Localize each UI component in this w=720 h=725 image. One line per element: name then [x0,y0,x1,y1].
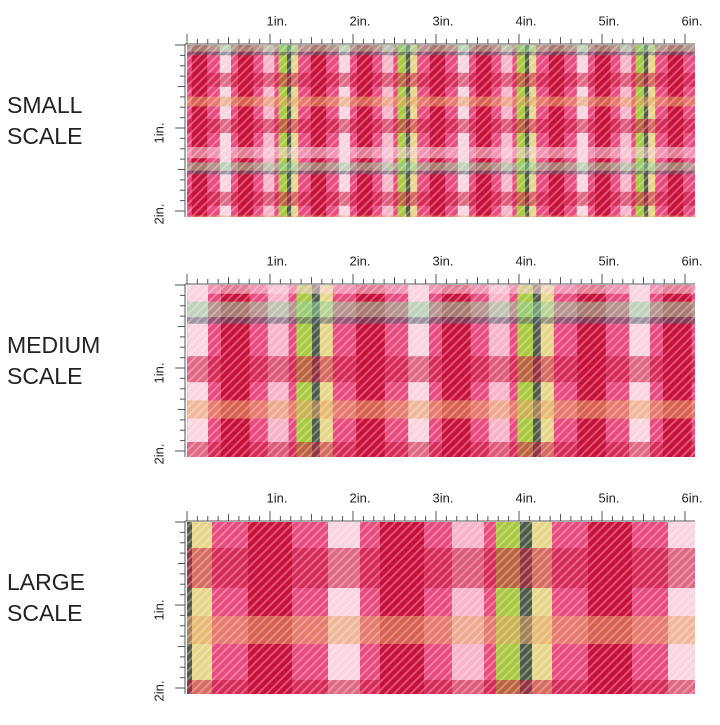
scale-label: MEDIUM [7,332,100,358]
ruler-label: 5in. [599,490,620,505]
ruler-label: 5in. [599,13,620,28]
ruler-label: 1in. [267,13,288,28]
ruler-label: 2in. [151,204,166,225]
scale-label: SCALE [7,123,82,149]
ruler-label: 1in. [151,363,166,384]
fabric-hatch [187,45,695,217]
ruler-label: 1in. [267,253,288,268]
ruler-label: 2in. [151,681,166,702]
ruler-label: 2in. [350,253,371,268]
ruler-label: 4in. [516,253,537,268]
fabric-hatch [187,522,695,694]
ruler-label: 4in. [516,13,537,28]
ruler-label: 3in. [433,13,454,28]
ruler-label: 6in. [682,490,703,505]
ruler-label: 2in. [350,490,371,505]
ruler-label: 4in. [516,490,537,505]
ruler-label: 6in. [682,13,703,28]
scale-section: MEDIUM SCALE 1in. 2in. 3in. 4in. 5in. 6in. 1in. 2… [7,253,702,464]
scale-label: SMALL [7,92,83,118]
ruler-label: 2in. [350,13,371,28]
scale-section: LARGE SCALE 1in. 2in. 3in. 4in. 5in. 6in. 1in. 2i… [7,490,702,701]
ruler-label: 6in. [682,253,703,268]
scale-label: SCALE [7,600,82,626]
ruler-label: 1in. [151,600,166,621]
ruler-label: 2in. [151,444,166,465]
scale-section: SMALL SCALE 1in. 2in. 3in. 4in. 5in. 6in. 1in. 2i… [7,13,702,224]
scale-label: SCALE [7,363,82,389]
scale-label: LARGE [7,569,85,595]
ruler-label: 3in. [433,253,454,268]
fabric-hatch [187,285,695,457]
ruler-label: 1in. [151,123,166,144]
ruler-label: 5in. [599,253,620,268]
ruler-label: 3in. [433,490,454,505]
ruler-label: 1in. [267,490,288,505]
